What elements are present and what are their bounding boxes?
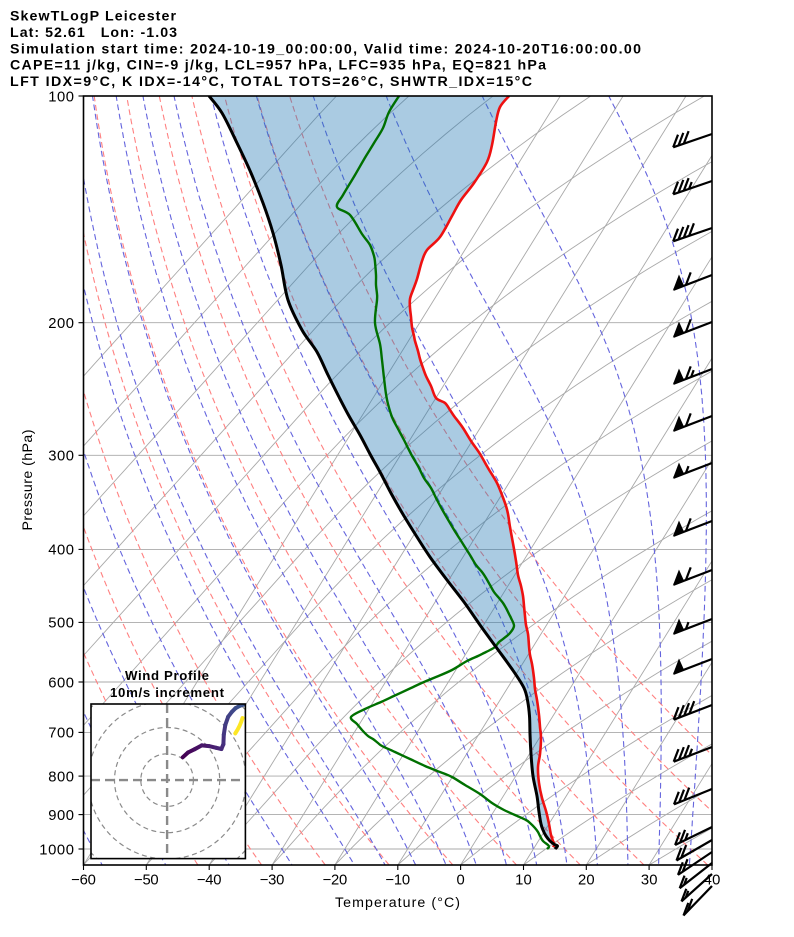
svg-text:−30: −30 — [260, 873, 285, 889]
svg-text:300: 300 — [48, 449, 74, 465]
svg-text:700: 700 — [48, 726, 74, 742]
svg-text:10: 10 — [515, 873, 532, 889]
svg-text:600: 600 — [48, 675, 74, 691]
svg-text:400: 400 — [48, 543, 74, 559]
svg-text:−60: −60 — [71, 873, 96, 889]
svg-text:40: 40 — [704, 873, 721, 889]
svg-text:500: 500 — [48, 616, 74, 632]
svg-text:20: 20 — [578, 873, 595, 889]
svg-text:−40: −40 — [197, 873, 222, 889]
svg-text:−10: −10 — [385, 873, 410, 889]
svg-text:Temperature (°C): Temperature (°C) — [335, 895, 460, 911]
svg-text:SkewTLogP Leicester: SkewTLogP Leicester — [10, 9, 176, 25]
svg-text:800: 800 — [48, 769, 74, 785]
svg-text:200: 200 — [48, 316, 74, 332]
svg-text:CAPE=11 j/kg, CIN=-9 j/kg, LCL: CAPE=11 j/kg, CIN=-9 j/kg, LCL=957 hPa, … — [10, 58, 546, 74]
svg-text:1000: 1000 — [39, 842, 74, 858]
svg-text:100: 100 — [48, 89, 74, 105]
svg-text:0: 0 — [456, 873, 464, 889]
svg-text:LFT IDX=9°C, K IDX=-14°C, TOTA: LFT IDX=9°C, K IDX=-14°C, TOTAL TOTS=26°… — [10, 74, 532, 90]
svg-text:Lat: 52.61 Lon: -1.03: Lat: 52.61 Lon: -1.03 — [10, 25, 177, 41]
svg-text:Pressure (hPa): Pressure (hPa) — [20, 430, 36, 531]
svg-text:Simulation start time: 2024-10: Simulation start time: 2024-10-19_00:00:… — [10, 41, 641, 57]
svg-text:30: 30 — [641, 873, 658, 889]
svg-text:−20: −20 — [323, 873, 348, 889]
svg-text:−50: −50 — [134, 873, 159, 889]
svg-text:900: 900 — [48, 808, 74, 824]
svg-text:10m/s increment: 10m/s increment — [110, 685, 225, 700]
svg-text:Wind Profile: Wind Profile — [125, 668, 209, 683]
